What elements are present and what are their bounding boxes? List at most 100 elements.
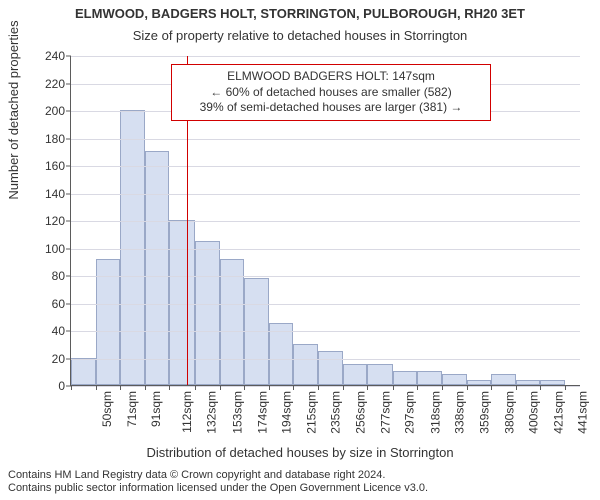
- x-tick-mark: [96, 385, 97, 390]
- y-tick-label: 140: [45, 187, 65, 201]
- y-tick-mark: [66, 83, 71, 84]
- histogram-bar: [417, 371, 442, 385]
- x-tick-label: 380sqm: [503, 391, 517, 434]
- y-tick-label: 0: [58, 379, 65, 393]
- x-tick-label: 174sqm: [256, 391, 270, 434]
- x-tick-mark: [120, 385, 121, 390]
- x-tick-label: 256sqm: [354, 391, 368, 434]
- x-tick-label: 194sqm: [280, 391, 294, 434]
- y-tick-label: 160: [45, 159, 65, 173]
- x-tick-mark: [269, 385, 270, 390]
- histogram-bar: [491, 374, 516, 385]
- annotation-line: ELMWOOD BADGERS HOLT: 147sqm: [180, 69, 482, 85]
- chart-title: ELMWOOD, BADGERS HOLT, STORRINGTON, PULB…: [0, 6, 600, 21]
- y-tick-label: 40: [52, 324, 65, 338]
- y-tick-mark: [66, 221, 71, 222]
- histogram-bar: [516, 380, 540, 386]
- y-gridline: [71, 386, 580, 387]
- y-gridline: [71, 139, 580, 140]
- y-tick-label: 20: [52, 352, 65, 366]
- x-tick-label: 91sqm: [149, 391, 163, 427]
- x-tick-mark: [393, 385, 394, 390]
- y-tick-label: 120: [45, 214, 65, 228]
- x-tick-mark: [169, 385, 170, 390]
- annotation-line: ← 60% of detached houses are smaller (58…: [180, 85, 482, 101]
- x-tick-mark: [293, 385, 294, 390]
- x-tick-mark: [71, 385, 72, 390]
- y-gridline: [71, 331, 580, 332]
- histogram-bar: [318, 351, 343, 385]
- x-tick-label: 215sqm: [305, 391, 319, 434]
- histogram-bar: [343, 364, 367, 385]
- chart-subtitle: Size of property relative to detached ho…: [0, 28, 600, 43]
- x-tick-label: 132sqm: [205, 391, 219, 434]
- x-tick-mark: [417, 385, 418, 390]
- footnote-line-1: Contains HM Land Registry data © Crown c…: [8, 469, 592, 483]
- y-gridline: [71, 276, 580, 277]
- x-tick-label: 277sqm: [379, 391, 393, 434]
- y-tick-label: 200: [45, 104, 65, 118]
- histogram-bar: [467, 380, 491, 386]
- y-tick-mark: [66, 358, 71, 359]
- plot-area: 02040608010012014016018020022024050sqm71…: [70, 56, 580, 386]
- x-tick-label: 359sqm: [478, 391, 492, 434]
- x-tick-mark: [244, 385, 245, 390]
- y-gridline: [71, 56, 580, 57]
- x-tick-label: 153sqm: [230, 391, 244, 434]
- x-tick-label: 421sqm: [552, 391, 566, 434]
- histogram-bar: [169, 220, 194, 385]
- histogram-bar: [442, 374, 467, 385]
- x-tick-label: 400sqm: [527, 391, 541, 434]
- histogram-bar: [220, 259, 244, 386]
- y-gridline: [71, 359, 580, 360]
- y-gridline: [71, 304, 580, 305]
- y-tick-label: 80: [52, 269, 65, 283]
- histogram-bar: [540, 380, 565, 386]
- x-tick-mark: [145, 385, 146, 390]
- y-gridline: [71, 166, 580, 167]
- y-tick-label: 240: [45, 49, 65, 63]
- histogram-bar: [120, 110, 145, 385]
- annotation-box: ELMWOOD BADGERS HOLT: 147sqm← 60% of det…: [171, 64, 491, 121]
- footnote: Contains HM Land Registry data © Crown c…: [8, 469, 592, 497]
- y-tick-mark: [66, 111, 71, 112]
- y-gridline: [71, 221, 580, 222]
- x-tick-label: 235sqm: [329, 391, 343, 434]
- chart-figure: ELMWOOD, BADGERS HOLT, STORRINGTON, PULB…: [0, 0, 600, 500]
- y-tick-label: 60: [52, 297, 65, 311]
- y-axis-label: Number of detached properties: [6, 0, 26, 360]
- y-tick-mark: [66, 56, 71, 57]
- histogram-bar: [195, 241, 220, 385]
- y-gridline: [71, 249, 580, 250]
- y-tick-mark: [66, 303, 71, 304]
- x-tick-label: 441sqm: [576, 391, 590, 434]
- y-tick-label: 100: [45, 242, 65, 256]
- y-gridline: [71, 194, 580, 195]
- histogram-bar: [367, 364, 392, 385]
- x-tick-mark: [442, 385, 443, 390]
- histogram-bar: [96, 259, 120, 386]
- y-tick-mark: [66, 138, 71, 139]
- y-tick-mark: [66, 193, 71, 194]
- x-tick-label: 112sqm: [180, 391, 194, 433]
- annotation-line: 39% of semi-detached houses are larger (…: [180, 100, 482, 116]
- x-tick-mark: [565, 385, 566, 390]
- x-tick-mark: [540, 385, 541, 390]
- footnote-line-2: Contains public sector information licen…: [8, 482, 592, 496]
- x-tick-mark: [318, 385, 319, 390]
- x-tick-mark: [195, 385, 196, 390]
- x-tick-mark: [367, 385, 368, 390]
- histogram-bar: [269, 323, 293, 385]
- y-tick-label: 220: [45, 77, 65, 91]
- y-tick-mark: [66, 276, 71, 277]
- x-tick-mark: [516, 385, 517, 390]
- y-tick-mark: [66, 248, 71, 249]
- y-tick-mark: [66, 166, 71, 167]
- x-tick-label: 297sqm: [403, 391, 417, 434]
- x-tick-label: 318sqm: [428, 391, 442, 434]
- x-axis-label: Distribution of detached houses by size …: [0, 445, 600, 460]
- histogram-bar: [71, 358, 96, 386]
- x-tick-mark: [220, 385, 221, 390]
- x-tick-label: 338sqm: [452, 391, 466, 434]
- histogram-bar: [145, 151, 169, 385]
